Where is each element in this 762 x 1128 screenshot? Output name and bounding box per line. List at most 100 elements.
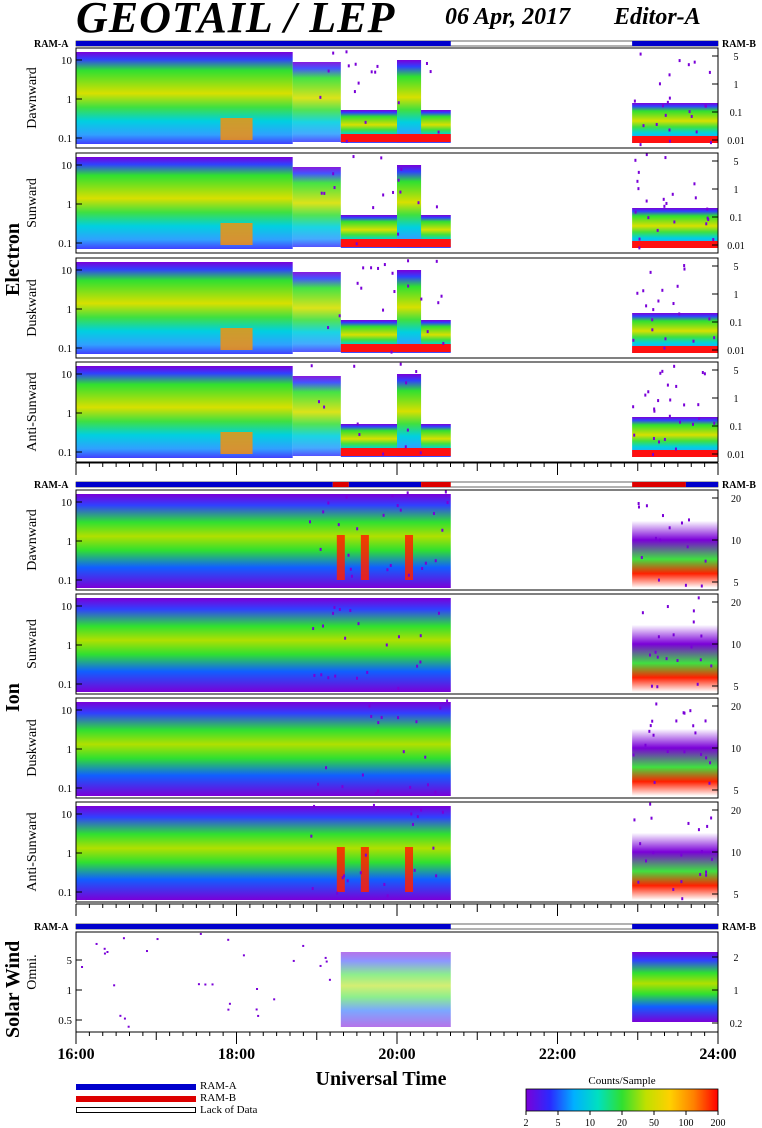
ion-panel-sunward-speckle xyxy=(710,664,713,668)
ion-panel-duskward-speckle xyxy=(375,792,378,796)
ion-panel-sunward-speckle xyxy=(650,684,653,688)
electron-panel-dawnward-tick-label-left: 1 xyxy=(67,94,73,106)
ion-panel-anti-sunward-speckle xyxy=(310,834,313,838)
ion-panel-sunward-tick-label-left: 1 xyxy=(67,640,73,652)
electron-panel-duskward-speckle xyxy=(360,286,363,290)
ion-panel-dawnward-band-late xyxy=(632,492,718,588)
electron-panel-dawnward-band-burst xyxy=(397,60,422,143)
electron-panel-anti-sunward-tick-label-left: 0.1 xyxy=(58,447,72,459)
electron-panel-sunward-speckle xyxy=(636,179,639,183)
electron-panel-anti-sunward-frame xyxy=(75,361,719,463)
ion-panel-anti-sunward-speckle xyxy=(639,842,642,846)
electron-panel-dawnward-speckle xyxy=(688,110,691,114)
ion-panel-dawnward-speckle xyxy=(386,568,389,572)
electron-panel-sunward-frame xyxy=(75,152,719,254)
electron-panel-anti-sunward-label: Anti-Sunward xyxy=(25,372,40,451)
ion-panel-anti-sunward-band-late xyxy=(632,804,718,900)
electron-panel-duskward-tick-label-right: 0.01 xyxy=(727,346,745,357)
ion-panel-duskward-speckle xyxy=(380,715,383,719)
electron-panel-dawnward-speckle xyxy=(668,96,671,100)
ion-panel-dawnward-tick-label-left: 10 xyxy=(61,497,73,509)
ion-panel-duskward-band-late xyxy=(632,700,718,796)
ion-panel-dawnward-red-streak xyxy=(405,535,414,580)
ion-panel-sunward-speckle xyxy=(416,664,419,668)
electron-panel-sunward-speckle xyxy=(397,178,400,182)
ion-panel-duskward-speckle xyxy=(689,709,692,713)
electron-panel-dawnward-tick-label-left: 10 xyxy=(61,55,73,67)
electron-panel-dawnward-speckle xyxy=(639,143,642,147)
ion-panel-sunward-speckle xyxy=(666,605,669,609)
ion-panel-sunward-speckle xyxy=(690,645,693,649)
electron-panel-dawnward-speckle xyxy=(704,104,707,108)
electron-panel-dawnward-speckle xyxy=(376,64,379,68)
ion-panel-duskward-speckle xyxy=(652,733,655,737)
electron-panel-duskward-speckle xyxy=(683,267,686,271)
electron-panel-duskward-speckle xyxy=(338,314,341,318)
electron-panel-dawnward-tick-label-right: 1 xyxy=(734,80,739,91)
solar-wind-speckle xyxy=(256,987,259,990)
ion-panel-duskward-speckle xyxy=(692,724,695,728)
electron-panel-anti-sunward-speckle xyxy=(653,407,656,411)
ion-panel-anti-sunward-band-main xyxy=(76,806,451,900)
ram-bar-electron-segment xyxy=(632,41,718,46)
figure-date: 06 Apr, 2017 xyxy=(445,4,571,30)
ion-panel-sunward-speckle xyxy=(385,643,388,647)
ion-panel-duskward-tick-label-left: 0.1 xyxy=(58,783,72,795)
solar-wind-speckle xyxy=(324,956,327,959)
electron-panel-sunward-tick-label-right: 0.1 xyxy=(730,213,743,224)
electron-panel-duskward-speckle xyxy=(713,336,716,340)
legend-label-lack: Lack of Data xyxy=(200,1104,258,1116)
electron-panel-dawnward-speckle xyxy=(319,95,322,99)
ion-panel-dawnward-tick-label-right: 5 xyxy=(734,578,739,589)
ion-panel-dawnward-speckle xyxy=(389,564,392,568)
ion-panel-dawnward-speckle xyxy=(432,511,435,515)
electron-panel-duskward-speckle xyxy=(672,302,675,306)
solar-wind-speckle xyxy=(103,947,106,950)
solar-wind-speckle xyxy=(123,1017,126,1020)
ion-panel-sunward-speckle xyxy=(356,676,359,680)
electron-panel-anti-sunward-tick-label-right: 5 xyxy=(734,366,739,377)
electron-panel-dawnward-speckle xyxy=(690,114,693,118)
ion-panel-anti-sunward-speckle xyxy=(637,880,640,884)
electron-panel-sunward-band-mid xyxy=(292,167,341,247)
x-tick-label: 16:00 xyxy=(57,1046,94,1063)
ion-panel-anti-sunward-speckle xyxy=(680,880,683,884)
colorbar-tick-label: 100 xyxy=(679,1118,694,1128)
electron-panel-duskward-speckle xyxy=(663,346,666,350)
ion-panel-dawnward-speckle xyxy=(684,583,687,587)
electron-panel-anti-sunward-speckle xyxy=(668,414,671,418)
electron-panel-duskward-speckle xyxy=(391,271,394,275)
electron-panel-duskward-speckle xyxy=(649,270,652,274)
ion-panel-sunward-label: Sunward xyxy=(25,619,40,669)
electron-panel-duskward-frame xyxy=(75,257,719,359)
ion-panel-sunward-speckle xyxy=(320,673,323,677)
electron-panel-sunward-speckle xyxy=(323,191,326,195)
solar-wind-speckle xyxy=(255,1008,258,1011)
ion-panel-duskward-speckle xyxy=(649,724,652,728)
electron-panel-anti-sunward-speckle xyxy=(652,453,655,457)
electron-panel-dawnward-speckle xyxy=(370,70,373,74)
ram-bar-electron-label-b: RAM-B xyxy=(722,39,756,50)
ram-bar-ion-segment xyxy=(76,482,333,487)
ion-panel-anti-sunward-speckle xyxy=(364,853,367,857)
ion-panel-anti-sunward-red-streak xyxy=(336,847,345,892)
ion-panel-dawnward-speckle xyxy=(444,490,447,494)
ion-panel-dawnward-speckle xyxy=(637,505,640,509)
electron-panel-duskward-speckle xyxy=(661,288,664,292)
electron-panel-duskward-speckle xyxy=(437,301,440,305)
electron-panel-sunward-speckle xyxy=(352,155,355,159)
ion-panel-anti-sunward-speckle xyxy=(386,894,389,898)
ion-panel-sunward-speckle xyxy=(332,611,335,615)
x-tick-label: 20:00 xyxy=(378,1046,415,1063)
ion-panel-anti-sunward-speckle xyxy=(710,816,713,820)
electron-panel-sunward-tick-label-right: 5 xyxy=(734,157,739,168)
electron-panel-duskward-tick-label-right: 1 xyxy=(734,290,739,301)
electron-panel-duskward-speckle xyxy=(407,284,410,288)
electron-panel-anti-sunward-speckle xyxy=(382,452,385,456)
electron-panel-sunward-speckle xyxy=(320,191,323,195)
ion-panel-dawnward-speckle xyxy=(382,513,385,517)
electron-panel-anti-sunward-speckle xyxy=(633,433,636,437)
ion-panel-sunward-tick-label-right: 20 xyxy=(731,598,741,609)
ion-panel-sunward-speckle xyxy=(338,607,341,611)
ram-bar-electron-segment xyxy=(76,41,451,46)
